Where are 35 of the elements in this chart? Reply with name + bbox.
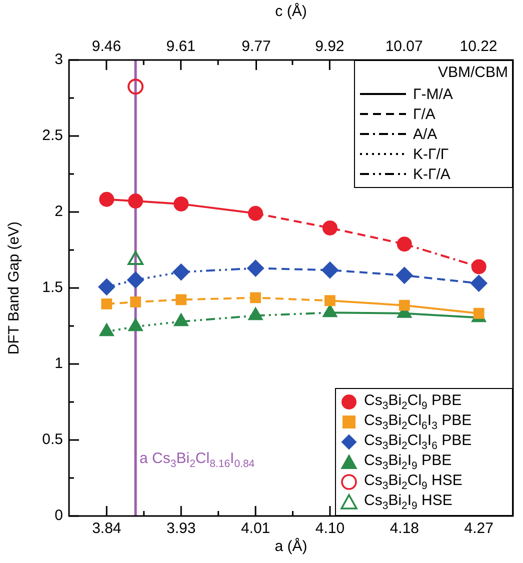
x-tick-label: 4.27 — [464, 520, 494, 538]
x2-tick-label: 9.61 — [166, 38, 196, 56]
x-axis-title: a (Å) — [274, 538, 308, 555]
legend-label: Cs$_{3}$Bi$_{2}$Cl$_{9}$ HSE — [364, 472, 462, 492]
x2-tick-label: 9.46 — [92, 38, 122, 56]
ref-line-label: a Cs$_{3}$Bi$_{2}$Cl$_{8.16}$I$_{0.84}$ — [140, 450, 255, 470]
x-tick-label: 4.01 — [240, 520, 270, 538]
x2-tick-label: 9.77 — [242, 38, 271, 56]
text: Cs$_{3}$Bi$_{2}$Cl$_{6}$I$_{3}$ PBE — [364, 412, 472, 432]
legend-label: Cs$_{3}$Bi$_{2}$Cl$_{9}$ PBE — [364, 392, 462, 412]
x2-axis-title: c (Å) — [275, 3, 307, 20]
y-axis-title: DFT Band Gap (eV) — [6, 221, 22, 355]
text: Cs$_{3}$Bi$_{2}$Cl$_{3}$I$_{6}$ PBE — [364, 432, 472, 452]
y-tick-label: 0.5 — [42, 431, 63, 448]
legend-label: Γ-M/A — [413, 86, 453, 102]
x2-tick-label: 9.92 — [315, 38, 344, 56]
legend-label: K-Γ/A — [413, 166, 450, 182]
x-tick-label: 4.18 — [390, 520, 420, 538]
x2-tick-label: 10.07 — [385, 38, 423, 56]
legend-label: K-Γ/Γ — [413, 146, 449, 162]
legend-label: Cs$_{3}$Bi$_{2}$I$_{9}$ PBE — [364, 452, 452, 472]
x-tick-label: 3.93 — [166, 520, 196, 538]
x2-tick-label: 10.22 — [460, 38, 498, 56]
legend-label: A/A — [413, 126, 438, 142]
x-tick-label: 3.84 — [92, 520, 122, 538]
y-tick-label: 1.5 — [42, 279, 63, 296]
y-tick-label: 0 — [54, 507, 63, 524]
x-tick-label: 4.10 — [315, 520, 345, 538]
y-tick-label: 2.5 — [42, 127, 63, 144]
legend-title: VBM/CBM — [436, 64, 508, 83]
legend-label: Cs$_{3}$Bi$_{2}$I$_{9}$ HSE — [364, 492, 452, 512]
y-tick-label: 2 — [54, 203, 63, 220]
legend-label: Γ/A — [413, 106, 436, 122]
y-tick-label: 3 — [54, 51, 63, 68]
y-tick-label: 1 — [54, 355, 63, 372]
